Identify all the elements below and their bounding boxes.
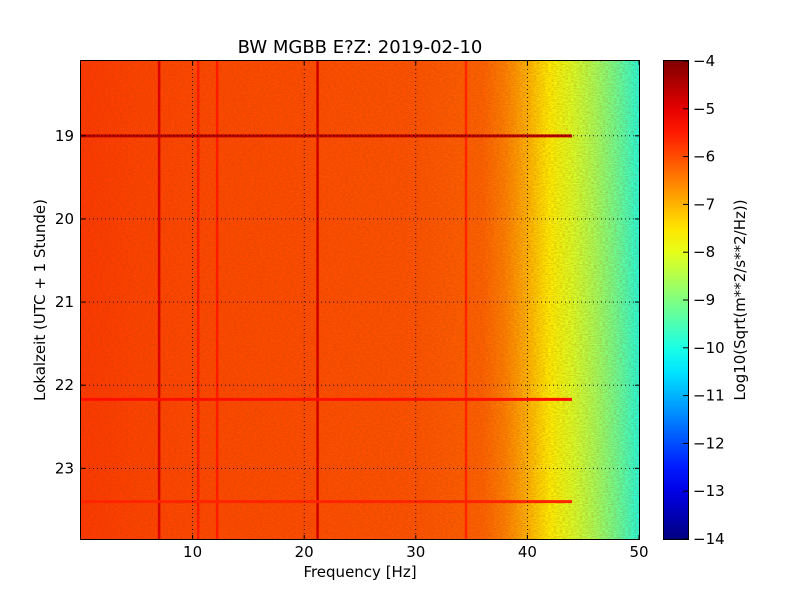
y-tick-label: 21 bbox=[55, 293, 74, 311]
colorbar: −4 −5 −6 −7 −8 −9 −10 −11 −12 −13 −14 bbox=[663, 52, 725, 548]
colorbar-tick-label: −8 bbox=[693, 243, 715, 261]
colorbar-tick-label: −10 bbox=[693, 339, 725, 357]
colorbar-tick-label: −11 bbox=[693, 387, 725, 405]
colorbar-tick-label: −5 bbox=[693, 100, 715, 118]
colorbar-tick-label: −14 bbox=[693, 530, 725, 548]
x-tick-label: 10 bbox=[183, 543, 202, 561]
vertical-lines bbox=[157, 61, 468, 539]
y-tick-label: 23 bbox=[55, 459, 74, 477]
colorbar-label: Log10(Sqrt(m**2/s**2/Hz)) bbox=[731, 199, 749, 400]
colorbar-ticks: −4 −5 −6 −7 −8 −9 −10 −11 −12 −13 −14 bbox=[683, 52, 725, 548]
x-axis-label: Frequency [Hz] bbox=[303, 563, 416, 581]
x-tick-label: 30 bbox=[406, 543, 425, 561]
spectrogram-noise bbox=[81, 61, 639, 539]
x-ticks: 10 20 30 40 50 bbox=[183, 61, 649, 561]
y-tick-label: 22 bbox=[55, 376, 74, 394]
colorbar-tick-label: −9 bbox=[693, 291, 715, 309]
horizontal-lines bbox=[81, 134, 573, 504]
colorbar-frame bbox=[663, 60, 689, 540]
colorbar-tick-label: −12 bbox=[693, 434, 725, 452]
colorbar-tick-label: −6 bbox=[693, 148, 715, 166]
x-tick-label: 50 bbox=[629, 543, 648, 561]
y-tick-label: 19 bbox=[55, 127, 74, 145]
colorbar-tick-label: −13 bbox=[693, 482, 725, 500]
grid-lines bbox=[81, 61, 639, 539]
plot-area bbox=[81, 61, 639, 539]
y-tick-label: 20 bbox=[55, 210, 74, 228]
y-axis-label: Lokalzeit (UTC + 1 Stunde) bbox=[31, 199, 49, 401]
colorbar-tick-label: −4 bbox=[693, 52, 715, 70]
colorbar-tick-label: −7 bbox=[693, 195, 715, 213]
x-tick-label: 40 bbox=[518, 543, 537, 561]
y-ticks: 19 20 21 22 23 bbox=[55, 127, 639, 477]
x-tick-label: 20 bbox=[295, 543, 314, 561]
plot-frame bbox=[80, 60, 640, 540]
chart-title: BW MGBB E?Z: 2019-02-10 bbox=[238, 37, 483, 58]
